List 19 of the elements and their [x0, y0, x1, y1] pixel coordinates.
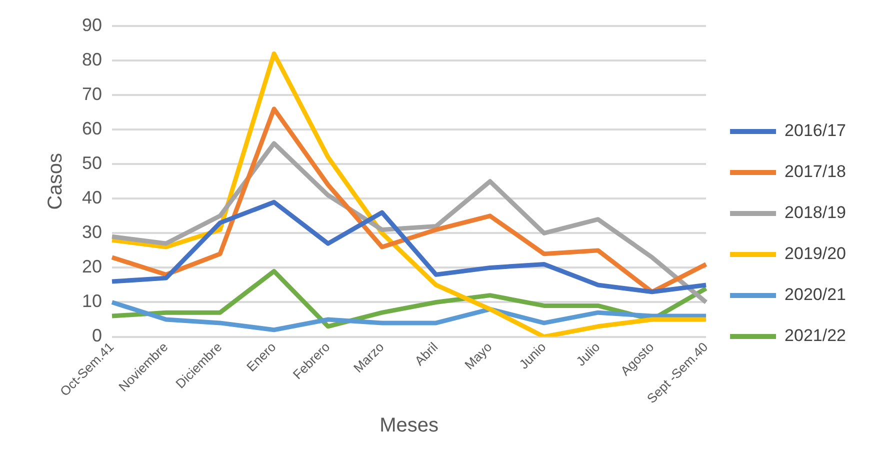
legend-label: 2019/20 — [784, 244, 846, 264]
y-tick-label: 40 — [82, 188, 102, 208]
legend-label: 2021/22 — [784, 326, 846, 346]
legend-label: 2020/21 — [784, 285, 846, 304]
y-tick-label: 70 — [82, 84, 102, 104]
y-tick-label: 30 — [82, 222, 102, 242]
y-tick-label: 0 — [92, 326, 102, 346]
legend-label: 2017/18 — [784, 162, 846, 182]
y-tick-label: 60 — [82, 118, 102, 139]
legend-label: 2016/17 — [784, 121, 846, 140]
y-tick-label: 10 — [82, 291, 102, 312]
y-tick-label: 90 — [82, 14, 102, 35]
y-tick-label: 20 — [82, 256, 102, 277]
y-axis-title: Casos — [44, 153, 67, 210]
y-tick-label: 50 — [82, 153, 102, 174]
x-tick-label: Julio — [573, 339, 603, 369]
y-tick-label: 80 — [82, 50, 102, 70]
x-axis-title: Meses — [380, 414, 438, 437]
legend-label: 2018/19 — [784, 203, 846, 222]
